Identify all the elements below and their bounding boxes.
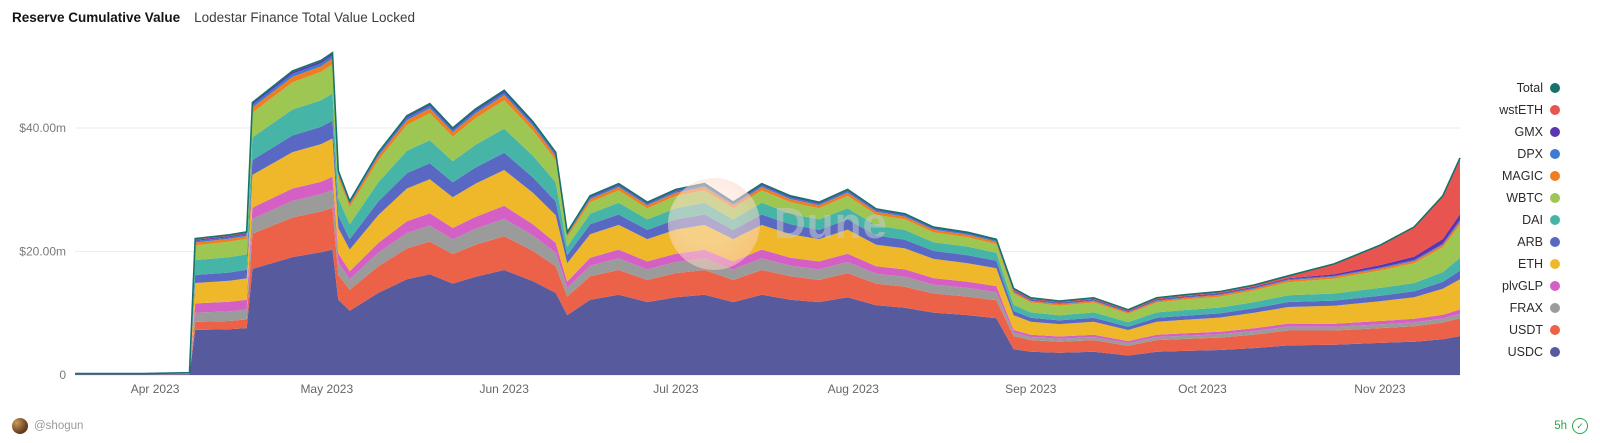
legend-color-dot-icon: [1550, 237, 1560, 247]
legend-item-WBTC[interactable]: WBTC: [1506, 191, 1560, 205]
legend-color-dot-icon: [1550, 259, 1560, 269]
area-FRAX: [75, 189, 1460, 375]
legend-label: GMX: [1514, 125, 1543, 139]
legend-item-MAGIC[interactable]: MAGIC: [1502, 169, 1560, 183]
area-ETH: [75, 138, 1460, 375]
chart-subtitle: Lodestar Finance Total Value Locked: [194, 10, 415, 25]
x-axis-label: May 2023: [300, 382, 353, 396]
legend-color-dot-icon: [1550, 347, 1560, 357]
legend-color-dot-icon: [1550, 215, 1560, 225]
legend-color-dot-icon: [1550, 105, 1560, 115]
legend-label: USDC: [1507, 345, 1543, 359]
chart-title: Reserve Cumulative Value: [12, 10, 181, 25]
legend-color-dot-icon: [1550, 149, 1560, 159]
x-axis-label: Aug 2023: [828, 382, 880, 396]
legend-item-Total[interactable]: Total: [1517, 81, 1560, 95]
x-axis-label: Nov 2023: [1354, 382, 1406, 396]
legend-label: plvGLP: [1502, 279, 1543, 293]
legend-color-dot-icon: [1550, 171, 1560, 181]
legend-item-USDC[interactable]: USDC: [1508, 345, 1560, 359]
legend-item-ETH[interactable]: ETH: [1518, 257, 1560, 271]
legend-color-dot-icon: [1550, 281, 1560, 291]
last-refresh-time[interactable]: 5h: [1554, 420, 1567, 432]
legend-item-wstETH[interactable]: wstETH: [1499, 103, 1560, 117]
legend-color-dot-icon: [1550, 193, 1560, 203]
area-USDC: [75, 249, 1460, 375]
area-DAI: [75, 93, 1460, 374]
legend-label: DPX: [1517, 147, 1543, 161]
legend-color-dot-icon: [1550, 325, 1560, 335]
area-plvGLP: [75, 176, 1460, 375]
chart-header: Reserve Cumulative Value Lodestar Financ…: [12, 10, 415, 25]
legend-color-dot-icon: [1550, 127, 1560, 137]
legend-label: Total: [1516, 81, 1543, 95]
legend-label: MAGIC: [1502, 169, 1543, 183]
legend-label: FRAX: [1509, 301, 1543, 315]
footer-author: @shogun: [12, 418, 83, 434]
x-axis-label: Apr 2023: [131, 382, 180, 396]
legend-label: ETH: [1518, 257, 1543, 271]
author-avatar[interactable]: [12, 418, 28, 434]
legend-color-dot-icon: [1550, 303, 1560, 313]
legend-item-ARB[interactable]: ARB: [1517, 235, 1560, 249]
refresh-check-icon[interactable]: ✓: [1572, 418, 1588, 434]
area-WBTC: [75, 64, 1460, 374]
legend-item-GMX[interactable]: GMX: [1515, 125, 1560, 139]
legend-item-FRAX[interactable]: FRAX: [1510, 301, 1560, 315]
x-axis-label: Jul 2023: [653, 382, 699, 396]
legend-label: ARB: [1517, 235, 1543, 249]
legend-item-DAI[interactable]: DAI: [1522, 213, 1560, 227]
legend-item-DPX[interactable]: DPX: [1517, 147, 1560, 161]
legend-item-plvGLP[interactable]: plvGLP: [1502, 279, 1560, 293]
legend-label: WBTC: [1506, 191, 1543, 205]
x-axis-label: Jun 2023: [480, 382, 530, 396]
legend-label: DAI: [1522, 213, 1543, 227]
legend: Total wstETH GMX DPX MAGIC WBTC DAI ARB ETH plvGL…: [1499, 81, 1560, 359]
footer-refresh: 5h ✓: [1554, 418, 1588, 434]
legend-color-dot-icon: [1550, 83, 1560, 93]
area-USDT: [75, 207, 1460, 375]
y-axis-label: 0: [59, 368, 66, 382]
x-axis-label: Sep 2023: [1005, 382, 1057, 396]
x-axis-label: Oct 2023: [1178, 382, 1227, 396]
y-axis-label: $20.00m: [19, 245, 66, 259]
legend-label: wstETH: [1499, 103, 1543, 117]
y-axis-label: $40.00m: [19, 121, 66, 135]
legend-item-USDT[interactable]: USDT: [1509, 323, 1560, 337]
author-handle[interactable]: @shogun: [34, 420, 84, 432]
legend-label: USDT: [1508, 323, 1543, 337]
